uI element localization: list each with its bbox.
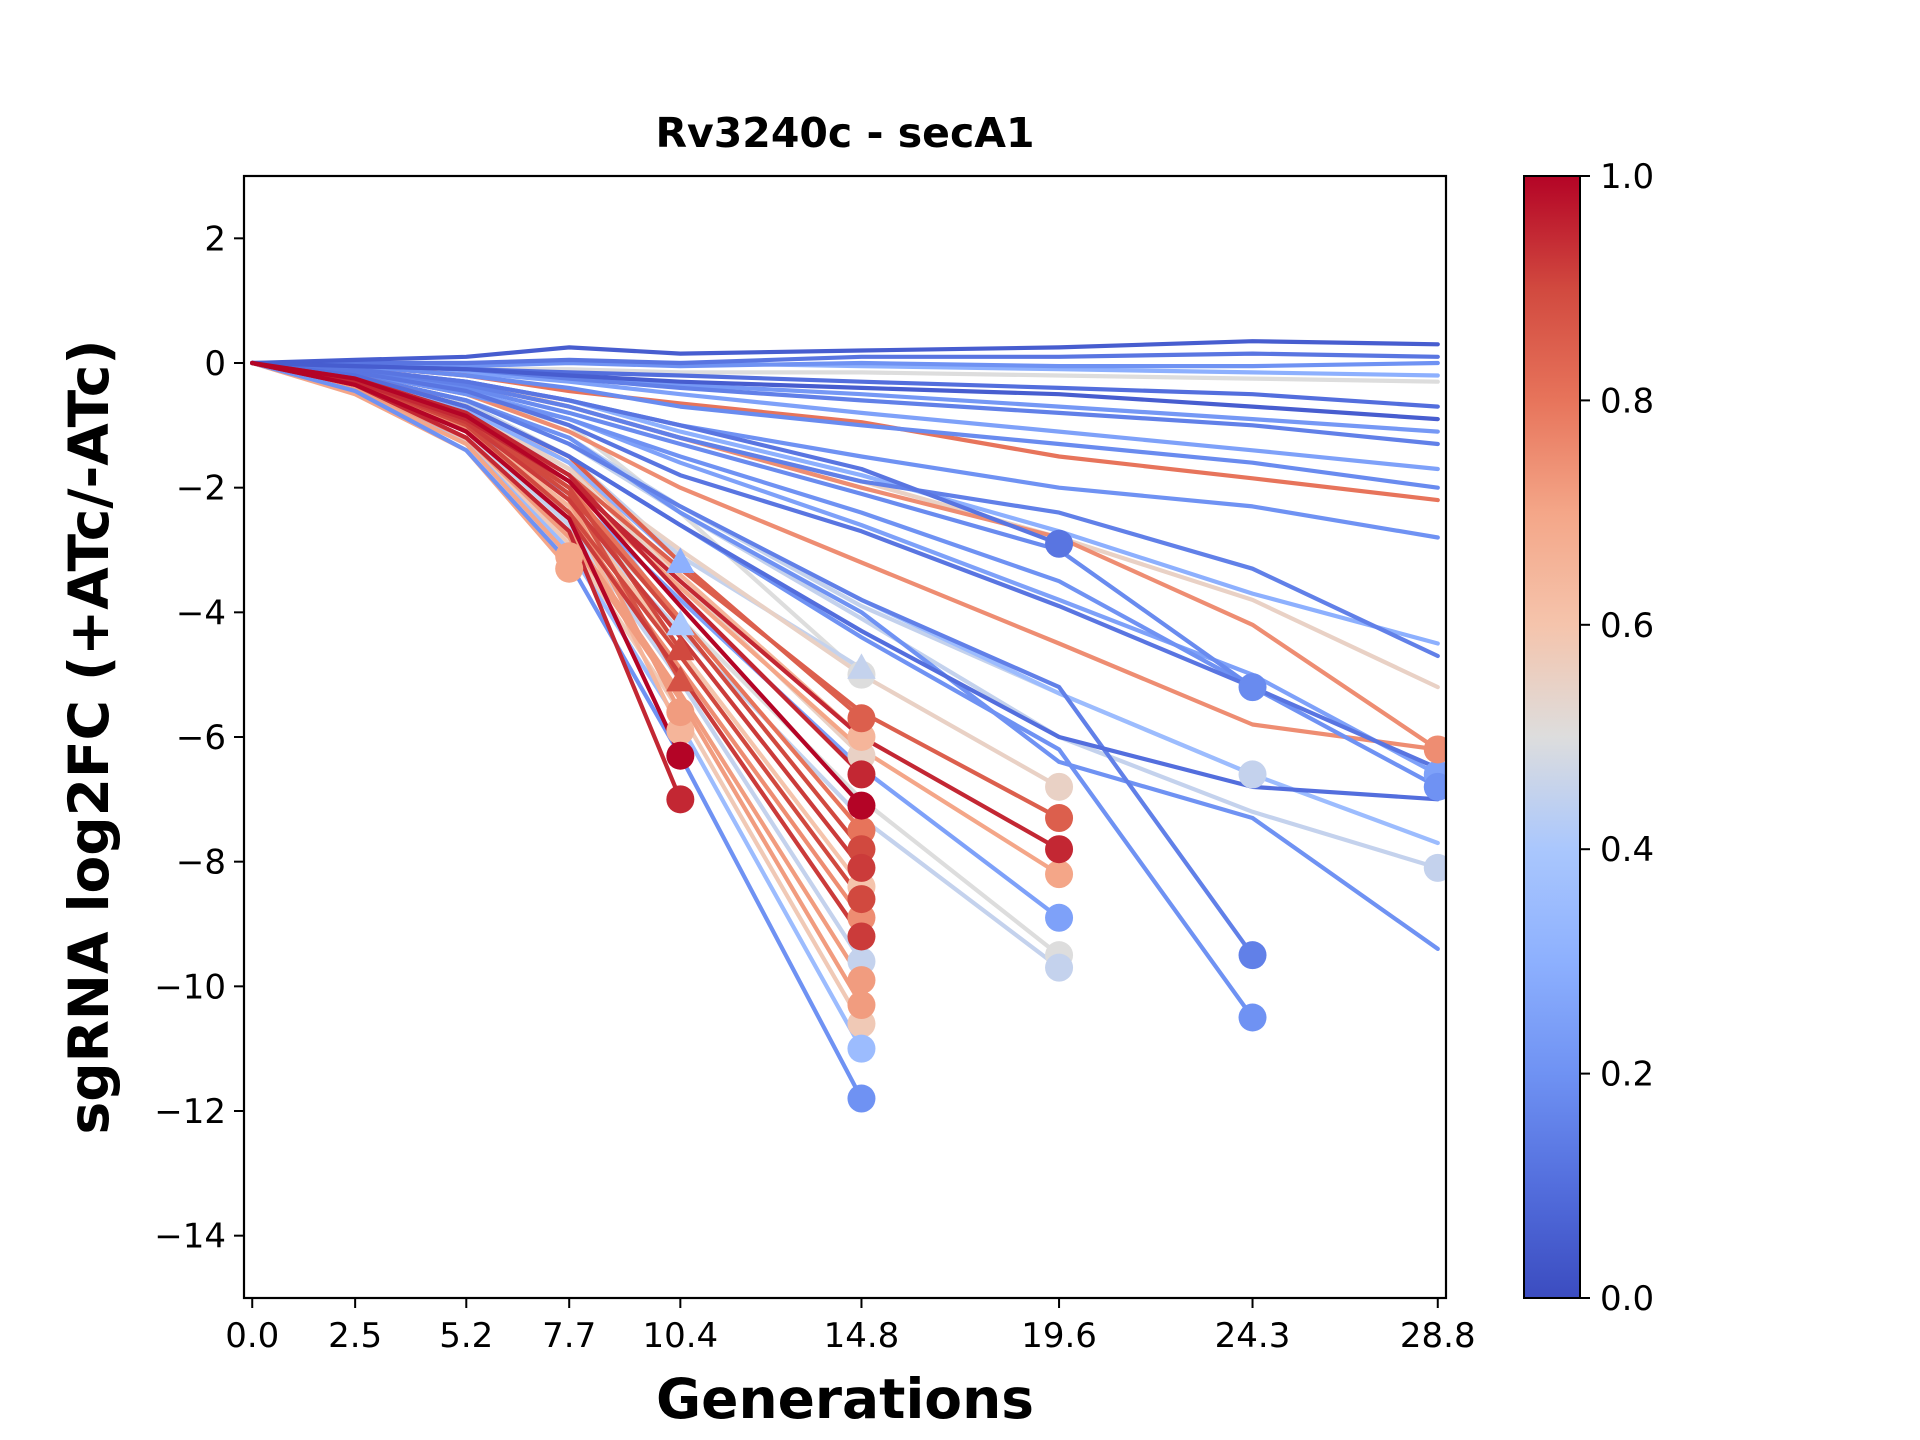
y-axis: 2 0 −2 −4 −6 −8 −10 −12 −14 [154, 219, 244, 1257]
x-tick-label: 24.3 [1215, 1316, 1291, 1356]
x-tick-label: 0.0 [225, 1316, 279, 1356]
data-point-marker [847, 966, 876, 995]
series-line [250, 360, 683, 758]
series-line [250, 360, 864, 1101]
data-point-marker [555, 554, 584, 583]
data-point-marker [1045, 953, 1074, 982]
y-tick-label: 2 [204, 219, 226, 259]
data-point-marker [847, 991, 876, 1020]
data-point-marker [1423, 772, 1446, 801]
colorbar-tick-label: 0.2 [1600, 1055, 1654, 1095]
data-point-marker [847, 653, 876, 679]
data-point-marker [847, 853, 876, 882]
data-point-marker [1423, 735, 1446, 764]
data-point-marker [847, 1034, 876, 1063]
data-point-marker [1238, 673, 1267, 702]
data-point-marker [847, 791, 876, 820]
series-line [250, 360, 1440, 422]
series-group [250, 339, 1446, 1113]
data-point-marker [666, 785, 695, 814]
y-tick-label: −14 [154, 1217, 226, 1257]
data-point-marker [1238, 941, 1267, 970]
colorbar-tick-label: 0.4 [1600, 830, 1654, 870]
y-tick-label: 0 [204, 344, 226, 384]
series-line [250, 360, 1255, 958]
data-point-marker [847, 1084, 876, 1113]
data-point-marker [1045, 860, 1074, 889]
data-point-marker [847, 704, 876, 733]
colorbar [1523, 175, 1581, 1299]
y-tick-label: −2 [176, 469, 226, 509]
y-tick-label: −12 [154, 1092, 226, 1132]
series-line [250, 360, 864, 808]
data-point-marker [666, 741, 695, 770]
x-tick-label: 28.8 [1400, 1316, 1476, 1356]
y-tick-label: −6 [176, 718, 226, 758]
x-tick-label: 5.2 [439, 1316, 493, 1356]
data-point-marker [1045, 903, 1074, 932]
data-point-marker [1045, 772, 1074, 801]
colorbar-tick-label: 0.0 [1600, 1279, 1654, 1319]
data-point-marker [666, 698, 695, 727]
series-line [250, 360, 1440, 871]
data-point-marker [1238, 760, 1267, 789]
x-tick-label: 14.8 [824, 1316, 900, 1356]
data-point-marker [666, 634, 695, 661]
chart-title: Rv3240c - secA1 [655, 109, 1034, 157]
colorbar-tick-label: 0.6 [1600, 606, 1654, 646]
colorbar-tick-label: 0.8 [1600, 381, 1654, 421]
data-point-marker [666, 609, 695, 636]
data-point-marker [847, 760, 876, 789]
series-line [250, 351, 1440, 366]
series-line [250, 360, 1440, 802]
data-point-marker [847, 922, 876, 951]
x-tick-label: 2.5 [328, 1316, 382, 1356]
y-axis-label: sgRNA log2FC (+ATc/-ATc) [57, 339, 121, 1134]
y-tick-label: −8 [176, 843, 226, 883]
data-point-marker [666, 547, 695, 573]
data-point-marker [847, 885, 876, 914]
data-point-marker [666, 665, 695, 692]
y-tick-label: −10 [154, 967, 226, 1007]
series-line [250, 360, 1062, 546]
data-point-marker [1238, 1003, 1267, 1032]
series-line [250, 360, 864, 1008]
x-tick-label: 7.7 [542, 1316, 596, 1356]
data-point-marker [1045, 529, 1074, 558]
series-line [250, 360, 1440, 771]
data-point-marker [1045, 804, 1074, 833]
x-axis-label: Generations [656, 1367, 1034, 1431]
colorbar-tick-label: 1.0 [1600, 157, 1654, 197]
series-line [250, 339, 1440, 366]
colorbar-axis: 0.0 0.2 0.4 0.6 0.8 1.0 [1580, 157, 1654, 1319]
data-point-marker [1045, 835, 1074, 864]
x-tick-label: 10.4 [642, 1316, 718, 1356]
data-point-marker [1423, 853, 1446, 882]
y-tick-label: −4 [176, 593, 226, 633]
x-tick-label: 19.6 [1021, 1316, 1097, 1356]
x-axis: 0.0 2.5 5.2 7.7 10.4 14.8 19.6 24.3 28.8 [225, 1298, 1476, 1356]
